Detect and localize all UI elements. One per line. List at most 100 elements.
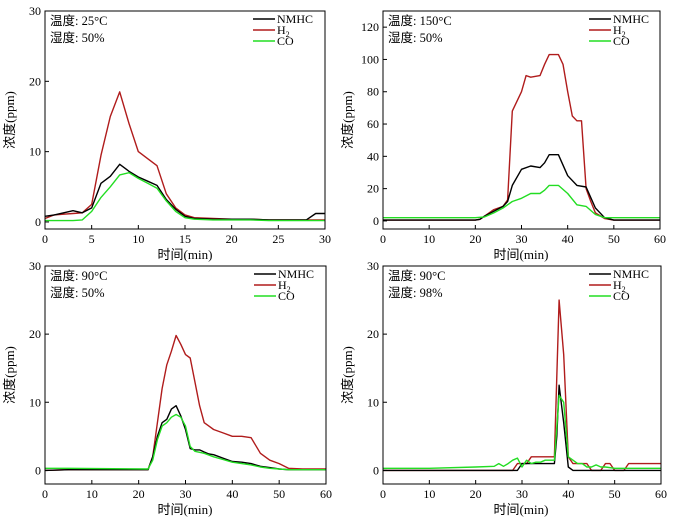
- panel-b-frame: [382, 10, 661, 230]
- y-tick-label: 20: [367, 327, 379, 341]
- legend-label-co: CO: [277, 34, 294, 48]
- panel-b-condition-humidity: 湿度: 50%: [388, 30, 443, 45]
- legend-label-nmhc: NMHC: [277, 12, 313, 26]
- legend-label-nmhc: NMHC: [613, 267, 649, 281]
- series-line-nmhc: [44, 405, 326, 472]
- x-tick-label: 60: [655, 487, 667, 501]
- panel-c-condition-humidity: 湿度: 50%: [50, 285, 105, 300]
- panel-d: 0 10 20 30 40 50 60 0 10 20 30 温度: 90°C 湿度: 98% NM…: [340, 259, 667, 517]
- series-line-nmhc: [383, 384, 661, 472]
- panel-c-series: [44, 334, 326, 472]
- panel-c-condition-temperature: 温度: 90°C: [50, 268, 107, 283]
- y-tick-label: 60: [367, 117, 379, 131]
- y-tick-label: 10: [367, 395, 379, 409]
- panel-c: 0 10 20 30 40 50 60 0 10 20 30 温度: 90°C 湿度: 50% NM…: [2, 259, 332, 517]
- y-tick-label: 100: [361, 52, 379, 66]
- panel-b-y-axis-label: 浓度(ppm): [340, 91, 355, 149]
- x-tick-label: 10: [86, 487, 98, 501]
- series-line-co: [383, 394, 661, 469]
- panel-d-x-axis-label: 时间(min): [494, 502, 549, 517]
- x-tick-label: 10: [423, 487, 435, 501]
- series-line-co: [383, 184, 660, 219]
- x-tick-label: 0: [42, 232, 48, 246]
- panel-a-series: [44, 91, 325, 222]
- panel-a-y-axis-label: 浓度(ppm): [2, 91, 17, 149]
- x-tick-label: 40: [226, 487, 238, 501]
- x-tick-label: 30: [516, 487, 528, 501]
- x-tick-label: 15: [179, 232, 191, 246]
- y-tick-label: 0: [35, 463, 41, 477]
- panel-b-series: [383, 53, 660, 221]
- panel-c-y-axis-label: 浓度(ppm): [2, 346, 17, 404]
- x-tick-label: 30: [180, 487, 192, 501]
- panel-a-condition-humidity: 湿度: 50%: [50, 30, 105, 45]
- x-tick-label: 30: [516, 232, 528, 246]
- y-tick-label: 30: [367, 259, 379, 273]
- panel-d-series: [383, 299, 661, 472]
- panel-d-frame: [382, 265, 662, 485]
- series-line-nmhc: [383, 153, 660, 221]
- x-tick-label: 20: [226, 232, 238, 246]
- panel-b-ticks: 0 10 20 30 40 50 60 0 20 40 60 80 100 120: [361, 20, 666, 246]
- y-tick-label: 10: [29, 395, 41, 409]
- legend-label-co: CO: [278, 289, 295, 303]
- x-tick-label: 40: [562, 487, 574, 501]
- y-tick-label: 0: [373, 214, 379, 228]
- x-tick-label: 50: [609, 487, 621, 501]
- x-tick-label: 20: [470, 487, 482, 501]
- y-tick-label: 30: [29, 259, 41, 273]
- series-line-h2: [44, 91, 325, 221]
- x-tick-label: 50: [608, 232, 620, 246]
- panel-d-ticks: 0 10 20 30 40 50 60 0 10 20 30: [367, 259, 667, 501]
- x-tick-label: 25: [272, 232, 284, 246]
- x-tick-label: 40: [562, 232, 574, 246]
- y-tick-label: 30: [29, 4, 41, 18]
- x-tick-label: 0: [42, 487, 48, 501]
- panel-a-x-axis-label: 时间(min): [158, 247, 213, 262]
- panel-d-y-axis-label: 浓度(ppm): [340, 346, 355, 404]
- y-tick-label: 20: [29, 74, 41, 88]
- panel-b: 0 10 20 30 40 50 60 0 20 40 60 80 100 120 温度: 150°C 湿…: [340, 10, 666, 262]
- y-tick-label: 80: [367, 85, 379, 99]
- x-tick-label: 20: [133, 487, 145, 501]
- x-tick-label: 60: [654, 232, 666, 246]
- panel-d-condition-temperature: 温度: 90°C: [388, 268, 445, 283]
- y-tick-label: 120: [361, 20, 379, 34]
- series-line-nmhc: [44, 163, 325, 221]
- series-line-co: [45, 171, 325, 222]
- series-line-h2: [383, 299, 661, 472]
- legend-label-co: CO: [613, 34, 630, 48]
- y-tick-label: 0: [35, 215, 41, 229]
- x-tick-label: 30: [319, 232, 331, 246]
- panel-c-ticks: 0 10 20 30 40 50 60 0 10 20 30: [29, 259, 332, 501]
- series-line-h2: [383, 53, 660, 221]
- x-tick-label: 5: [89, 232, 95, 246]
- panel-c-x-axis-label: 时间(min): [158, 502, 213, 517]
- panel-a-condition-temperature: 温度: 25°C: [50, 13, 107, 28]
- panel-b-condition-temperature: 温度: 150°C: [388, 13, 452, 28]
- legend-label-co: CO: [613, 289, 630, 303]
- x-tick-label: 0: [380, 232, 386, 246]
- panel-c-frame: [44, 265, 327, 485]
- y-tick-label: 20: [367, 182, 379, 196]
- x-tick-label: 10: [132, 232, 144, 246]
- legend-label-nmhc: NMHC: [613, 12, 649, 26]
- x-tick-label: 60: [320, 487, 332, 501]
- legend-label-nmhc: NMHC: [278, 267, 314, 281]
- panel-b-x-axis-label: 时间(min): [494, 247, 549, 262]
- series-line-co: [45, 413, 326, 471]
- x-tick-label: 10: [423, 232, 435, 246]
- panel-a-frame: [44, 10, 326, 230]
- panel-d-condition-humidity: 湿度: 98%: [388, 285, 443, 300]
- panel-a: 0 5 10 15 20 25 30 0 10 20 30 温度: 25°C 湿度: 50% NMH…: [2, 4, 331, 262]
- x-tick-label: 50: [273, 487, 285, 501]
- y-tick-label: 10: [29, 145, 41, 159]
- x-tick-label: 20: [469, 232, 481, 246]
- series-line-h2: [44, 334, 326, 472]
- y-tick-label: 0: [373, 463, 379, 477]
